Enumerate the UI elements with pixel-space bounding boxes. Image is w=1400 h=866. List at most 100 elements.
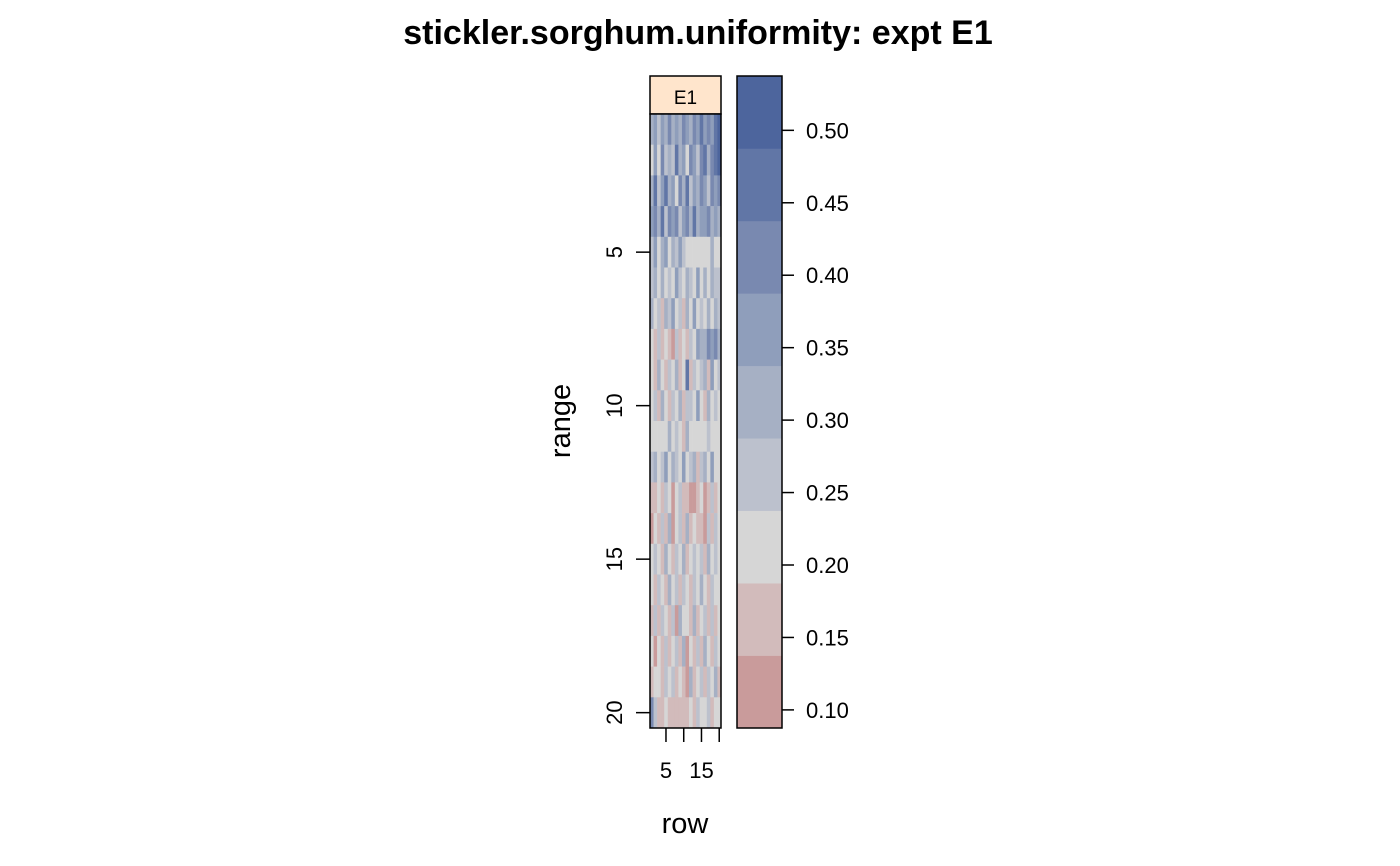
heatmap-cell [681, 574, 686, 606]
heatmap-cell [671, 236, 676, 268]
color-key-tick-label: 0.45 [806, 191, 849, 216]
heatmap-cell [667, 144, 672, 176]
heatmap-cell [710, 236, 715, 268]
heatmap-cell [660, 543, 665, 575]
heatmap-cell [650, 543, 654, 575]
heatmap-cell [674, 482, 679, 514]
heatmap-cell [660, 328, 665, 360]
heatmap-cell [671, 666, 676, 698]
heatmap-cell [650, 390, 654, 422]
heatmap-cell [713, 298, 718, 330]
heatmap-cell [696, 421, 700, 452]
heatmap-cell [699, 543, 704, 575]
heatmap-cell [717, 574, 722, 606]
heatmap-cell [703, 697, 708, 729]
heatmap-cell [653, 298, 658, 330]
heatmap-cell [650, 144, 654, 176]
heatmap-cell [699, 114, 704, 145]
heatmap-cell [713, 543, 718, 575]
heatmap-cell [689, 298, 693, 330]
heatmap-cell [713, 421, 718, 452]
heatmap-cell [660, 298, 665, 330]
heatmap-cell [674, 697, 679, 729]
heatmap-cell [667, 635, 672, 667]
heatmap-cell [674, 298, 679, 330]
heatmap-cell [692, 328, 697, 360]
heatmap-cell [667, 451, 672, 483]
heatmap-cell [657, 482, 661, 514]
heatmap-cell [650, 267, 654, 299]
heatmap-cell [689, 421, 693, 452]
heatmap-cell [713, 513, 718, 545]
heatmap-cell [660, 451, 665, 483]
heatmap-cell [664, 666, 669, 698]
heatmap-cell [692, 666, 697, 698]
heatmap-cell [660, 236, 665, 268]
heatmap-cell [713, 635, 718, 667]
heatmap-cell [692, 298, 697, 330]
color-key-tick-label: 0.35 [806, 336, 849, 361]
heatmap-cell [713, 605, 718, 637]
y-tick-label: 5 [602, 246, 627, 258]
heatmap-cell [692, 114, 697, 145]
heatmap-cell [650, 605, 654, 637]
heatmap-cell [650, 206, 654, 238]
heatmap-cell [696, 482, 700, 514]
heatmap-cell [692, 635, 697, 667]
heatmap-cell [685, 421, 690, 452]
panel-border [649, 113, 722, 729]
heatmap-cell [664, 543, 669, 575]
color-key-tick-label: 0.50 [806, 118, 849, 143]
heatmap-cell [689, 666, 693, 698]
heatmap-cell [717, 298, 722, 330]
heatmap-cell [696, 328, 700, 360]
heatmap-cell [717, 605, 722, 637]
heatmap-cell [653, 144, 658, 176]
heatmap-cell [699, 267, 704, 299]
heatmap-cell [699, 451, 704, 483]
heatmap-cell [692, 359, 697, 391]
heatmap-cell [650, 175, 654, 207]
heatmap-cell [703, 328, 708, 360]
heatmap-cell [681, 421, 686, 452]
heatmap-cell [692, 697, 697, 729]
heatmap-cell [696, 697, 700, 729]
heatmap-cell [678, 236, 683, 268]
heatmap-cell [657, 114, 661, 145]
heatmap-cell [660, 513, 665, 545]
heatmap-cell [696, 574, 700, 606]
heatmap-cell [674, 144, 679, 176]
heatmap-cell [657, 697, 661, 729]
heatmap-cell [650, 451, 654, 483]
heatmap-cell [692, 390, 697, 422]
heatmap-cell [674, 574, 679, 606]
heatmap-cell [696, 236, 700, 268]
heatmap-cell [710, 206, 715, 238]
heatmap-cell [681, 328, 686, 360]
heatmap-cell [699, 359, 704, 391]
heatmap-cell [706, 359, 711, 391]
heatmap-cell [696, 359, 700, 391]
heatmap-cell [671, 574, 676, 606]
heatmap-cell [674, 175, 679, 207]
heatmap-cell [664, 236, 669, 268]
heatmap-cell [703, 513, 708, 545]
heatmap-cell [657, 574, 661, 606]
heatmap-cell [660, 574, 665, 606]
heatmap-cell [717, 482, 722, 514]
heatmap-cell [664, 482, 669, 514]
heatmap-cell [703, 144, 708, 176]
heatmap-cell [685, 175, 690, 207]
heatmap-cell [713, 359, 718, 391]
heatmap-cell [657, 267, 661, 299]
heatmap-cell [671, 543, 676, 575]
heatmap-cell [703, 390, 708, 422]
heatmap-cell [696, 605, 700, 637]
heatmap-cell [671, 144, 676, 176]
heatmap-cell [710, 574, 715, 606]
y-tick-label: 20 [602, 700, 627, 724]
heatmap-cell [692, 267, 697, 299]
heatmap-cell [699, 635, 704, 667]
heatmap-cell [671, 390, 676, 422]
color-key-tick-label: 0.30 [806, 408, 849, 433]
